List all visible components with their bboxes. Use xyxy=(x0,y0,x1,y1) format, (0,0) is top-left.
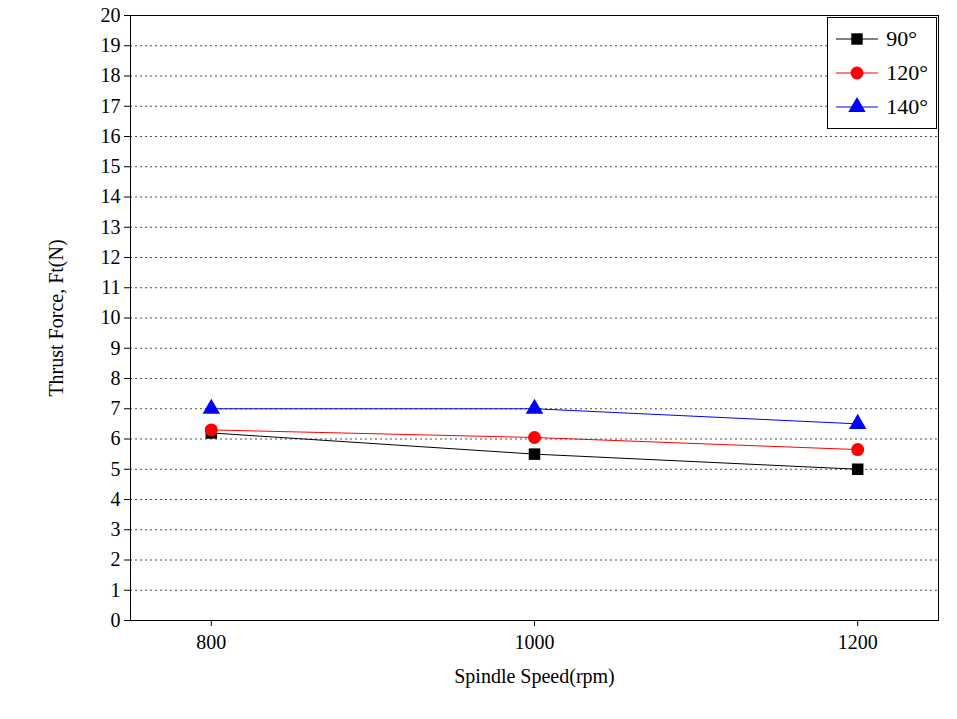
svg-text:2: 2 xyxy=(111,548,121,570)
svg-text:5: 5 xyxy=(111,458,121,480)
svg-text:16: 16 xyxy=(101,125,121,147)
svg-text:12: 12 xyxy=(101,246,121,268)
html-text:90°: 90° xyxy=(886,26,917,51)
svg-text:0: 0 xyxy=(111,609,121,631)
html-text:120°: 120° xyxy=(886,60,928,85)
svg-text:Thrust Force, Ft(N): Thrust Force, Ft(N) xyxy=(45,239,68,396)
svg-text:13: 13 xyxy=(101,216,121,238)
svg-text:3: 3 xyxy=(111,518,121,540)
svg-text:4: 4 xyxy=(111,488,121,510)
svg-text:17: 17 xyxy=(101,95,121,117)
svg-text:6: 6 xyxy=(111,427,121,449)
svg-text:1200: 1200 xyxy=(838,631,878,653)
svg-text:10: 10 xyxy=(101,306,121,328)
svg-text:1000: 1000 xyxy=(515,631,555,653)
html-text:140°: 140° xyxy=(886,94,928,119)
svg-text:11: 11 xyxy=(101,276,120,298)
svg-text:14: 14 xyxy=(101,185,121,207)
svg-text:15: 15 xyxy=(101,155,121,177)
svg-text:Spindle Speed(rpm): Spindle Speed(rpm) xyxy=(454,665,615,688)
svg-text:20: 20 xyxy=(101,4,121,26)
svg-text:9: 9 xyxy=(111,337,121,359)
svg-text:19: 19 xyxy=(101,34,121,56)
svg-text:1: 1 xyxy=(111,579,121,601)
svg-text:8: 8 xyxy=(111,367,121,389)
svg-text:800: 800 xyxy=(196,631,226,653)
svg-text:7: 7 xyxy=(111,397,121,419)
svg-text:18: 18 xyxy=(101,64,121,86)
